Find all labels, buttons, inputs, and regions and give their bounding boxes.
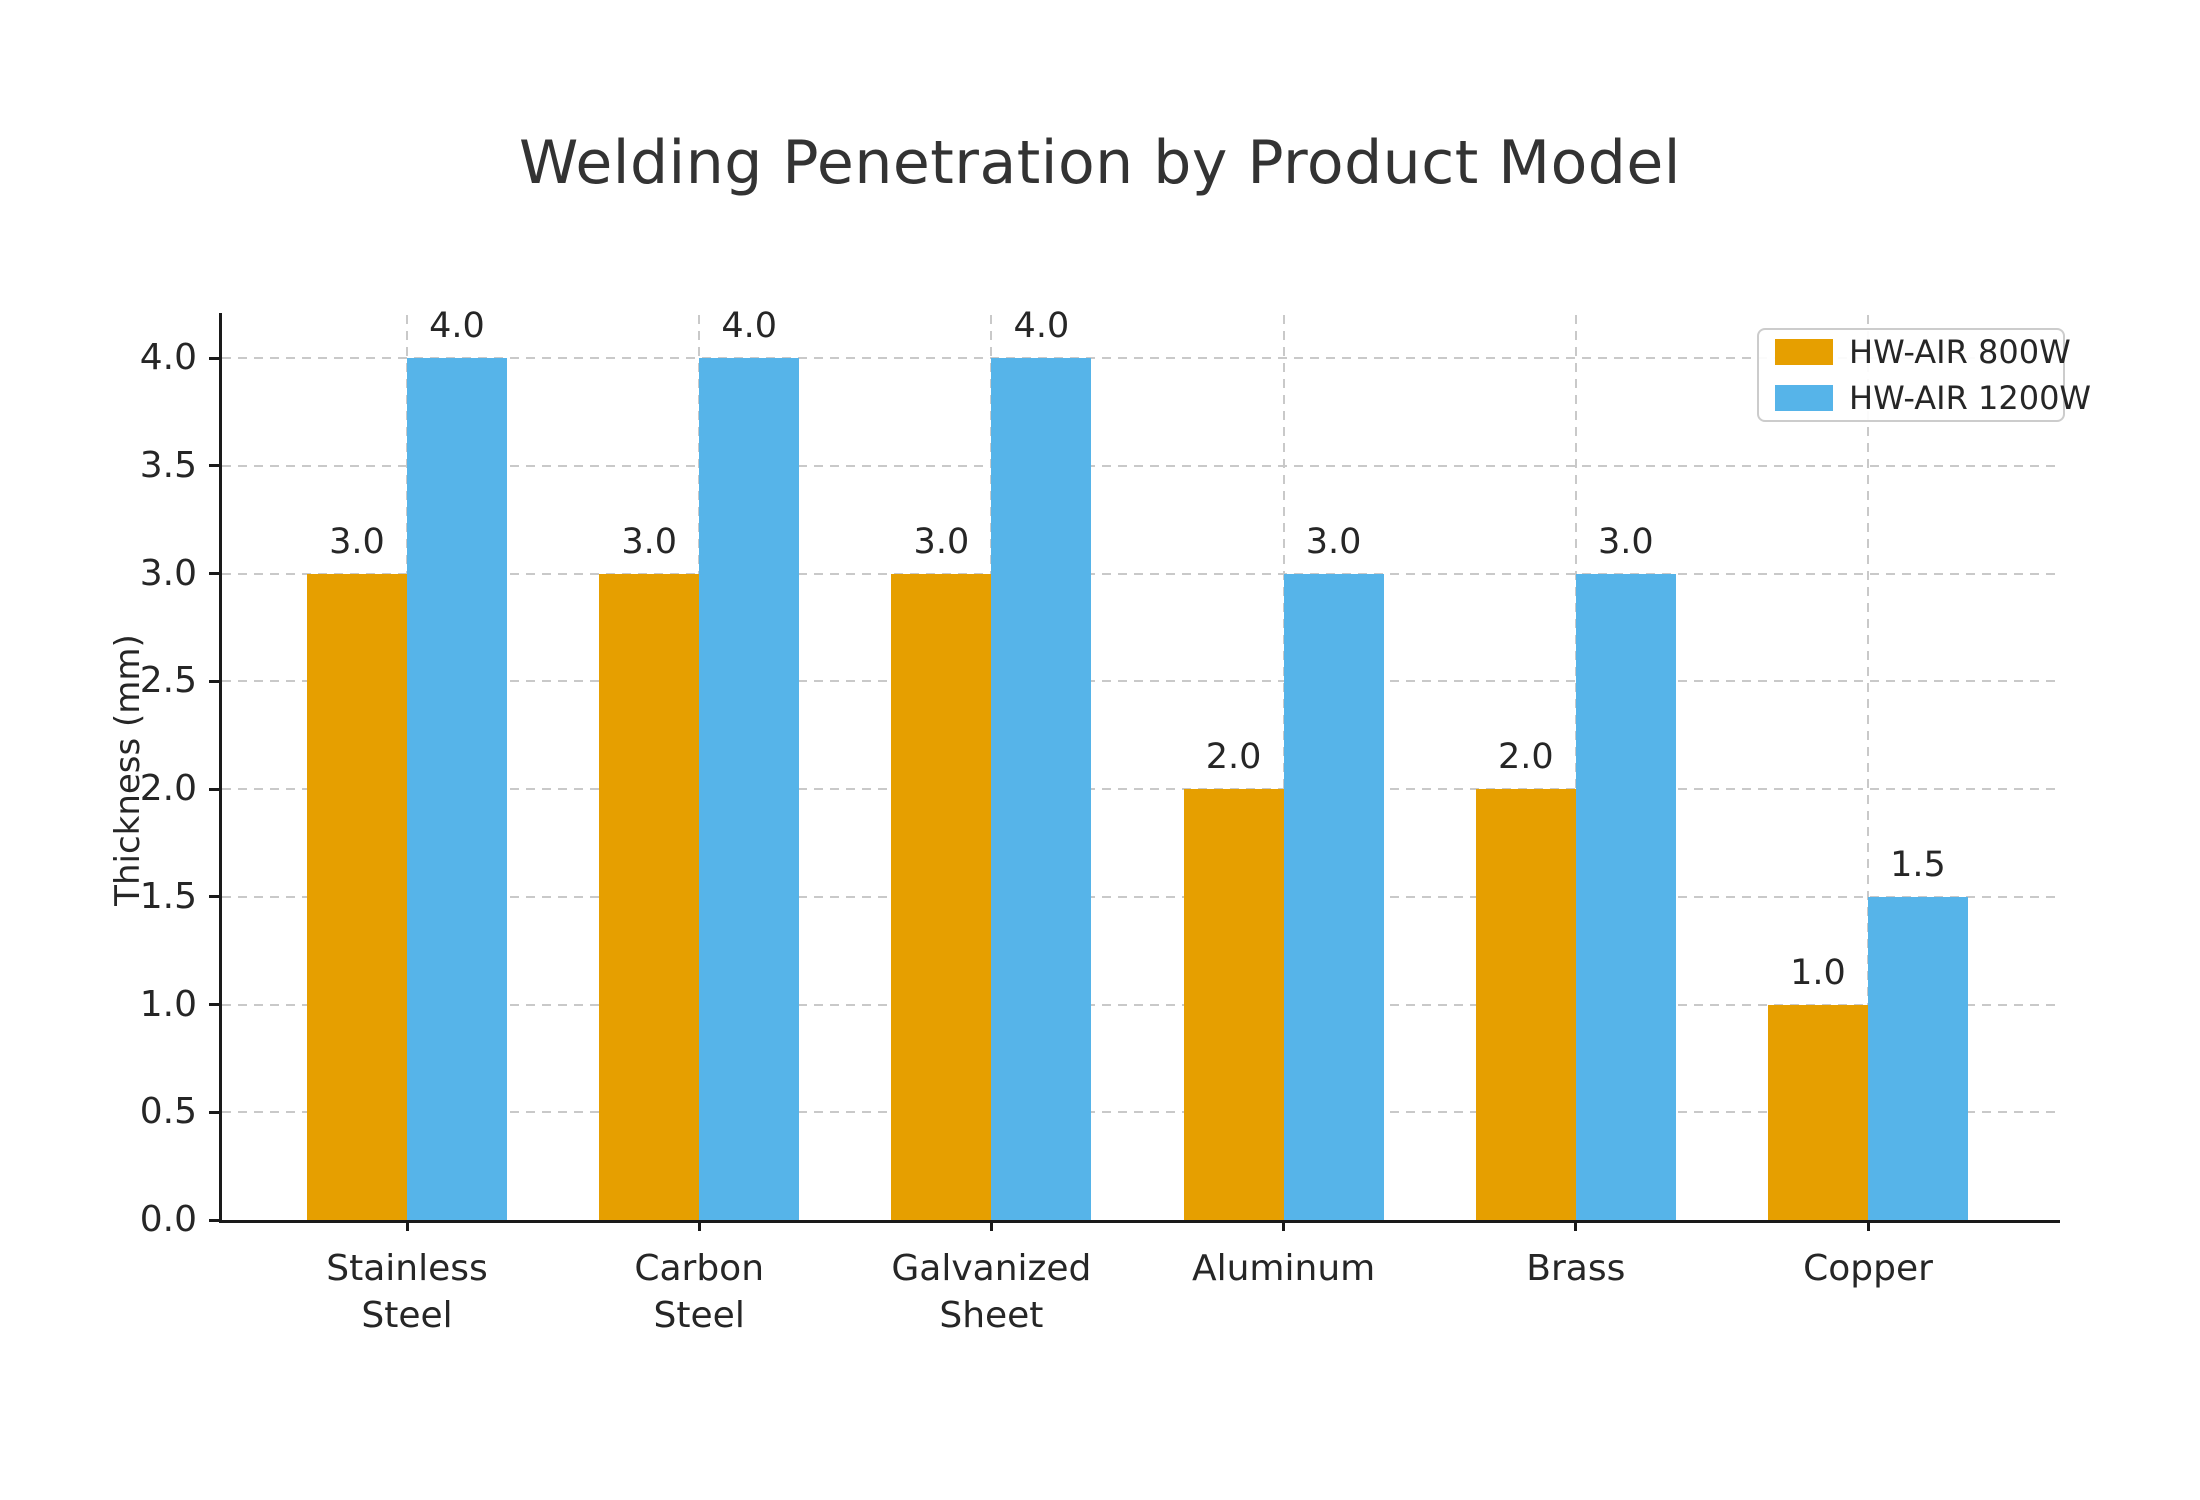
y-tick-label: 2.5 xyxy=(139,660,197,702)
value-label: 3.0 xyxy=(329,521,385,562)
y-tick-label: 2.0 xyxy=(139,768,197,810)
y-axis-tick xyxy=(209,572,220,576)
gridline-horizontal xyxy=(222,788,2057,791)
x-axis-tick xyxy=(1866,1220,1870,1231)
plot-area: 0.0 0.5 1.0 1.5 2.0 2.5 3.0 3.5 4.0 Stainless Ste… xyxy=(140,308,2057,1336)
gridline-vertical xyxy=(1867,315,1869,1220)
y-axis-tick xyxy=(209,1110,220,1114)
gridline-horizontal xyxy=(222,680,2057,683)
chart-title: Welding Penetration by Product Model xyxy=(519,128,1681,198)
gridline-horizontal xyxy=(222,895,2057,898)
legend-swatch-orange xyxy=(1775,339,1833,365)
y-axis-tick xyxy=(209,787,220,791)
y-axis-tick xyxy=(209,895,220,899)
bar xyxy=(891,573,992,1220)
y-tick-label: 3.0 xyxy=(139,552,197,594)
x-tick-label: Aluminum xyxy=(1191,1248,1376,1289)
value-label: 2.0 xyxy=(1497,737,1554,778)
x-axis-tick xyxy=(1282,1220,1286,1231)
value-label: 1.0 xyxy=(1790,952,1846,993)
bar xyxy=(991,358,1092,1220)
gridline-horizontal xyxy=(222,464,2057,467)
value-label: 1.5 xyxy=(1890,844,1946,885)
x-tick-label: Brass xyxy=(1526,1248,1626,1289)
gridline-horizontal xyxy=(222,572,2057,575)
value-label: 3.0 xyxy=(1597,521,1654,562)
bar xyxy=(1575,573,1676,1220)
y-axis-tick xyxy=(209,1003,220,1007)
value-label: 2.0 xyxy=(1205,737,1262,778)
x-axis-spine xyxy=(219,1220,2060,1223)
y-tick-label: 4.0 xyxy=(139,337,197,379)
y-tick-label: 0.5 xyxy=(139,1091,197,1133)
bar xyxy=(1768,1004,1868,1220)
bar xyxy=(599,573,700,1220)
y-axis-tick xyxy=(209,1218,220,1222)
legend-item-800w: HW-AIR 800W xyxy=(1775,333,2071,371)
y-tick-label: 1.5 xyxy=(139,875,197,917)
bar xyxy=(407,358,507,1220)
gridline-horizontal xyxy=(222,1003,2057,1006)
x-axis-tick xyxy=(1574,1220,1578,1231)
legend-item-1200w: HW-AIR 1200W xyxy=(1775,379,2091,417)
x-tick-label: Galvanized Sheet xyxy=(891,1248,1092,1336)
legend-label-800w: HW-AIR 800W xyxy=(1849,333,2071,371)
value-label: 4.0 xyxy=(1013,306,1070,347)
x-axis-tick xyxy=(989,1220,993,1231)
y-axis-tick xyxy=(209,679,220,683)
bar xyxy=(1868,896,1968,1220)
y-tick-label: 0.0 xyxy=(139,1199,197,1240)
x-tick-label: Carbon Steel xyxy=(634,1248,765,1336)
legend-label-1200w: HW-AIR 1200W xyxy=(1849,379,2092,417)
x-tick-label: Copper xyxy=(1803,1248,1933,1289)
x-axis-tick xyxy=(697,1220,701,1231)
gridline-horizontal xyxy=(222,1111,2057,1114)
bar xyxy=(1283,573,1384,1220)
bar xyxy=(1183,789,1284,1220)
gridline-horizontal xyxy=(222,357,2057,360)
legend: HW-AIR 800W HW-AIR 1200W xyxy=(1757,328,2091,422)
y-axis-tick xyxy=(209,356,220,360)
value-label: 4.0 xyxy=(429,306,485,347)
y-axis-tick xyxy=(209,464,220,468)
value-label: 4.0 xyxy=(721,306,778,347)
value-label: 3.0 xyxy=(1305,521,1362,562)
legend-swatch-blue xyxy=(1775,385,1833,411)
x-tick-label: Stainless Steel xyxy=(326,1248,488,1336)
bar xyxy=(699,358,800,1220)
y-tick-label: 1.0 xyxy=(139,983,197,1025)
bar xyxy=(1475,789,1576,1220)
value-label: 3.0 xyxy=(621,521,678,562)
x-axis-tick xyxy=(405,1220,409,1231)
y-axis-spine xyxy=(219,313,222,1223)
value-label: 3.0 xyxy=(913,521,970,562)
y-tick-label: 3.5 xyxy=(139,444,197,486)
bar xyxy=(307,573,407,1220)
